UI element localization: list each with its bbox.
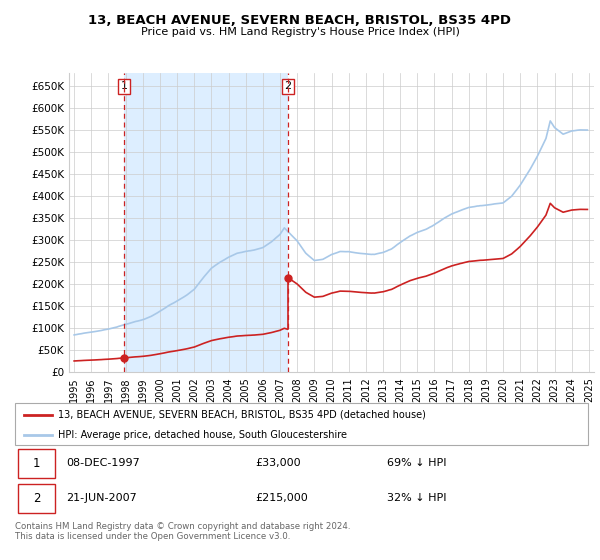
Text: 13, BEACH AVENUE, SEVERN BEACH, BRISTOL, BS35 4PD: 13, BEACH AVENUE, SEVERN BEACH, BRISTOL,… [89, 14, 511, 27]
Text: Price paid vs. HM Land Registry's House Price Index (HPI): Price paid vs. HM Land Registry's House … [140, 27, 460, 37]
Text: £33,000: £33,000 [256, 459, 301, 468]
Text: 2: 2 [284, 81, 292, 91]
Text: 13, BEACH AVENUE, SEVERN BEACH, BRISTOL, BS35 4PD (detached house): 13, BEACH AVENUE, SEVERN BEACH, BRISTOL,… [58, 410, 426, 420]
Text: 2: 2 [33, 492, 41, 505]
Text: 1: 1 [33, 457, 41, 470]
Text: 08-DEC-1997: 08-DEC-1997 [67, 459, 140, 468]
Text: £215,000: £215,000 [256, 493, 308, 503]
Bar [18, 484, 55, 513]
Text: 32% ↓ HPI: 32% ↓ HPI [388, 493, 447, 503]
Text: 69% ↓ HPI: 69% ↓ HPI [388, 459, 447, 468]
Bar [124, 73, 288, 372]
Text: Contains HM Land Registry data © Crown copyright and database right 2024.
This d: Contains HM Land Registry data © Crown c… [15, 522, 350, 542]
Text: 21-JUN-2007: 21-JUN-2007 [67, 493, 137, 503]
Text: HPI: Average price, detached house, South Gloucestershire: HPI: Average price, detached house, Sout… [58, 430, 347, 440]
Text: 1: 1 [121, 81, 128, 91]
Bar [18, 449, 55, 478]
